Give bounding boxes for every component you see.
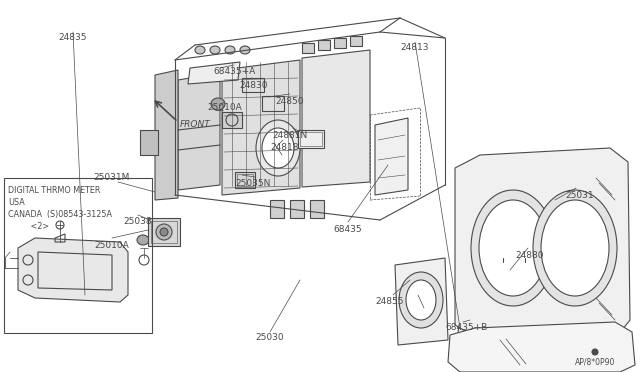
Bar [242, 78, 264, 92]
Ellipse shape [225, 46, 235, 54]
Ellipse shape [399, 272, 443, 328]
Text: 25038: 25038 [124, 218, 152, 227]
Text: <2>: <2> [8, 222, 49, 231]
Text: 24813: 24813 [401, 44, 429, 52]
Polygon shape [222, 60, 300, 195]
Polygon shape [188, 62, 240, 84]
Bar [310, 200, 324, 218]
Text: 24835: 24835 [59, 33, 87, 42]
Text: 25030: 25030 [256, 334, 284, 343]
Polygon shape [448, 322, 635, 372]
Text: 25031: 25031 [566, 190, 595, 199]
Text: 68435: 68435 [333, 225, 362, 234]
Text: USA: USA [8, 198, 25, 207]
Text: 24881N: 24881N [273, 131, 308, 140]
Ellipse shape [160, 228, 168, 236]
Text: 68435+B: 68435+B [445, 324, 487, 333]
Bar [148, 218, 180, 246]
Bar [290, 200, 304, 218]
Ellipse shape [156, 224, 172, 240]
Text: 24830: 24830 [240, 80, 268, 90]
Ellipse shape [137, 235, 149, 245]
Polygon shape [457, 305, 495, 345]
Bar [237, 174, 253, 186]
Ellipse shape [211, 98, 225, 110]
Polygon shape [375, 118, 408, 195]
Text: 25035N: 25035N [236, 179, 271, 187]
Text: 25031M: 25031M [94, 173, 130, 183]
Text: AP/8*0P90: AP/8*0P90 [575, 357, 615, 366]
Text: 24850: 24850 [276, 96, 304, 106]
Polygon shape [155, 70, 178, 200]
Polygon shape [498, 257, 530, 292]
Polygon shape [178, 73, 220, 190]
Ellipse shape [592, 349, 598, 355]
Polygon shape [395, 258, 448, 345]
Bar [318, 40, 330, 50]
Text: CANADA  (S)08543-3125A: CANADA (S)08543-3125A [8, 210, 112, 219]
Polygon shape [455, 148, 630, 340]
Bar [298, 130, 324, 148]
Ellipse shape [471, 190, 555, 306]
Bar [140, 130, 158, 155]
Bar [270, 200, 284, 218]
Bar [222, 112, 242, 128]
Text: 68435+A: 68435+A [213, 67, 255, 77]
Text: 25010A: 25010A [207, 103, 243, 112]
Ellipse shape [406, 280, 436, 320]
Ellipse shape [195, 46, 205, 54]
Ellipse shape [533, 190, 617, 306]
Ellipse shape [262, 128, 294, 168]
Polygon shape [302, 50, 370, 187]
Bar [300, 132, 322, 146]
Ellipse shape [256, 120, 300, 176]
Text: 24880: 24880 [516, 250, 544, 260]
Bar [350, 36, 362, 46]
Text: 25010A: 25010A [95, 241, 129, 250]
Bar [235, 172, 255, 188]
Bar [334, 38, 346, 48]
Text: 24855: 24855 [376, 298, 404, 307]
Bar [151, 221, 177, 243]
Text: FRONT: FRONT [180, 120, 211, 129]
Bar [302, 43, 314, 53]
Ellipse shape [240, 46, 250, 54]
Ellipse shape [541, 200, 609, 296]
Ellipse shape [479, 200, 547, 296]
Bar [262, 96, 284, 111]
Text: DIGITAL THRMO METER: DIGITAL THRMO METER [8, 186, 100, 195]
Polygon shape [18, 238, 128, 302]
Text: 24818: 24818 [271, 142, 300, 151]
Bar [4, 178, 152, 333]
Ellipse shape [210, 46, 220, 54]
